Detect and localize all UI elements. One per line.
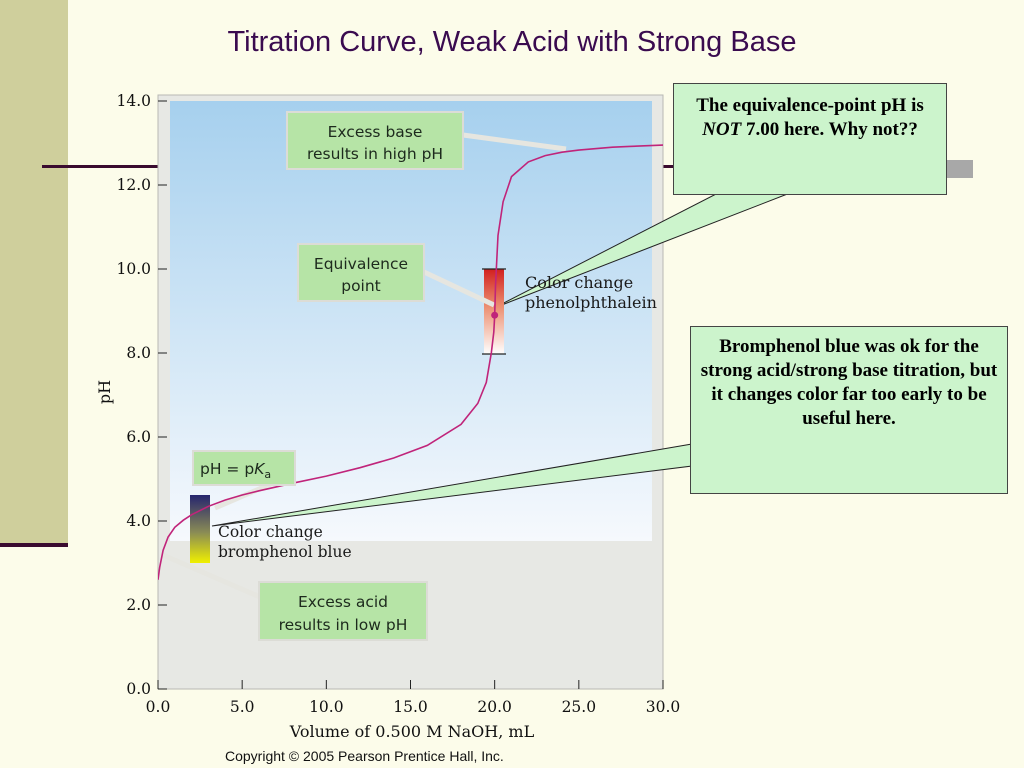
- annotation-excess-acid-label: Excess acid results in low pH: [279, 593, 408, 634]
- annotation-excess-base-label: Excess base results in high pH: [307, 123, 443, 163]
- annotation-pka-label: pH = pKa: [200, 460, 271, 481]
- x-tick-label: 30.0: [646, 698, 681, 716]
- y-tick-label: 2.0: [126, 596, 151, 614]
- x-tick-label: 15.0: [393, 698, 428, 716]
- annotation-excess-acid: Excess acid results in low pH: [258, 581, 428, 641]
- y-tick-label: 10.0: [116, 260, 151, 278]
- callout-bromphenol-blue: Bromphenol blue was ok for the strong ac…: [690, 326, 1008, 494]
- phenolphthalein-label: Color change phenolphthalein: [525, 273, 657, 312]
- y-tick-label: 8.0: [126, 344, 151, 362]
- slide-title: Titration Curve, Weak Acid with Strong B…: [227, 26, 797, 58]
- annotation-equivalence-label: Equivalence point: [314, 255, 408, 295]
- y-axis: 0.0 2.0 4.0 6.0 8.0 10.0 12.0 14.0: [116, 92, 167, 698]
- callout-top-text-2: 7.00 here. Why not??: [741, 119, 918, 140]
- phenolphthalein-range-bar: [484, 269, 504, 354]
- annotation-excess-base: Excess base results in high pH: [286, 111, 464, 170]
- y-tick-label: 12.0: [116, 176, 151, 194]
- copyright-notice: Copyright © 2005 Pearson Prentice Hall, …: [225, 748, 504, 764]
- titration-curve: [158, 144, 663, 580]
- callout-top-emphasis: NOT: [702, 119, 742, 140]
- x-axis: 0.0 5.0 10.0 15.0 20.0 25.0 30.0: [146, 680, 681, 716]
- annotation-pka: pH = pKa: [192, 450, 296, 486]
- x-tick-label: 25.0: [562, 698, 597, 716]
- y-axis-label: pH: [95, 380, 114, 404]
- x-tick-label: 20.0: [477, 698, 512, 716]
- bromphenol-range-bar: [190, 495, 210, 563]
- header-rule-accent: [945, 160, 973, 178]
- y-tick-label: 14.0: [116, 92, 151, 110]
- callout-equivalence-ph: The equivalence-point pH is NOT 7.00 her…: [673, 83, 947, 195]
- x-tick-label: 5.0: [230, 698, 255, 716]
- bromphenol-label: Color change bromphenol blue: [218, 523, 352, 561]
- x-tick-label: 0.0: [146, 698, 171, 716]
- y-tick-label: 6.0: [126, 428, 151, 446]
- y-tick-label: 0.0: [126, 680, 151, 698]
- y-tick-label: 4.0: [126, 512, 151, 530]
- sidebar-rule: [0, 543, 68, 547]
- x-axis-label: Volume of 0.500 M NaOH, mL: [289, 722, 535, 741]
- callout-top-text-1: The equivalence-point pH is: [696, 95, 924, 116]
- annotation-equivalence: Equivalence point: [297, 243, 425, 302]
- equivalence-point-marker: [491, 311, 499, 319]
- sidebar-decoration: [0, 0, 68, 545]
- x-tick-label: 10.0: [309, 698, 344, 716]
